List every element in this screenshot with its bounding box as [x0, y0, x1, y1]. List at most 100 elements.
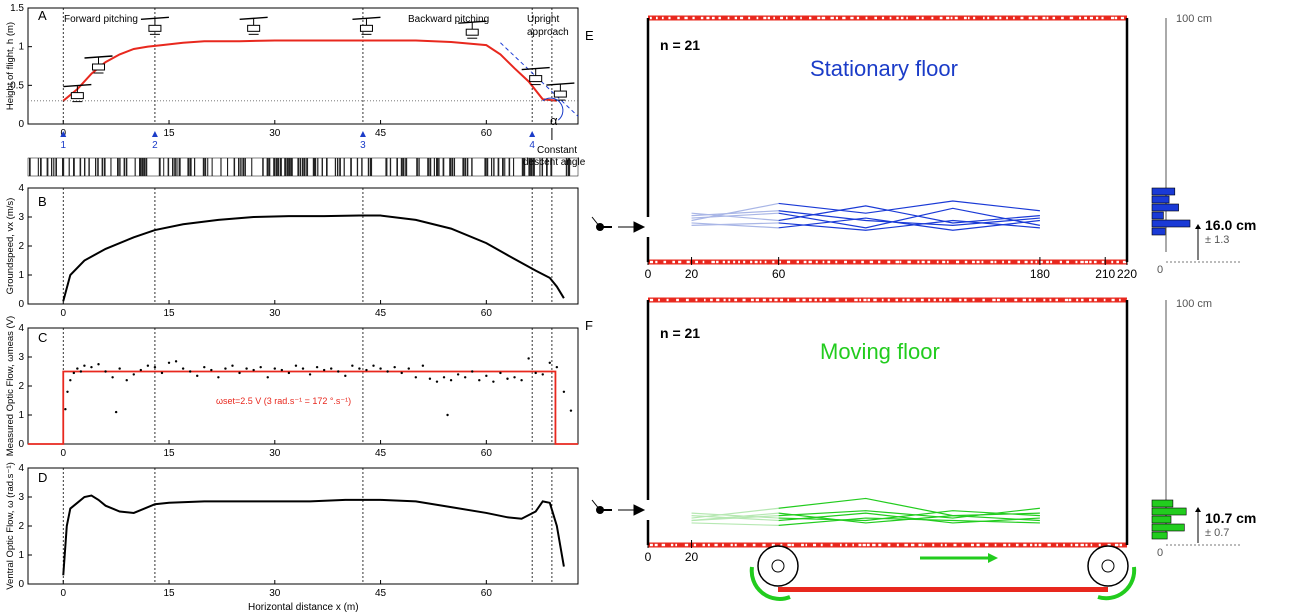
pattern-gap [1089, 16, 1094, 20]
barcode-stripe [315, 158, 317, 176]
pattern-gap [942, 260, 946, 264]
axes-frame [27, 467, 579, 585]
barcode-stripe [139, 158, 142, 176]
data-point [188, 370, 192, 373]
pattern-gap [756, 16, 759, 20]
barcode-stripe [532, 158, 535, 176]
pattern-gap [910, 543, 915, 547]
barcode-stripe [568, 158, 571, 176]
data-point [217, 376, 220, 379]
pattern-gap [808, 298, 812, 302]
x-tick-label: 30 [269, 448, 281, 459]
y-tick-label: 1 [18, 410, 24, 421]
helicopter-icon [546, 82, 575, 101]
pattern-gap [933, 298, 936, 302]
pattern-gap [1008, 260, 1011, 264]
trajectory-faded [691, 515, 779, 522]
tunnel-panel-e: 0 20 60 180 210 220 [591, 15, 1240, 281]
data-point [506, 377, 509, 380]
barcode-stripe [172, 158, 174, 176]
pattern-gap [780, 543, 783, 547]
y-axis-label: Groundspeed, vx (m/s) [5, 198, 16, 295]
pattern-gap [1017, 260, 1021, 264]
barcode-stripe [343, 158, 345, 176]
x-tick-label: 60 [772, 267, 786, 281]
pattern-gap [692, 16, 695, 20]
pattern-gap [939, 298, 942, 302]
data-point [446, 413, 449, 417]
pattern-gap [723, 298, 726, 302]
descent-line [500, 42, 579, 117]
data-point [210, 368, 213, 372]
pattern-gap [830, 543, 833, 547]
pattern-gap [815, 260, 818, 264]
pattern-gap [961, 543, 964, 547]
barcode-stripe [502, 158, 504, 176]
rotation-arrow-right [1097, 566, 1137, 601]
pattern-gap [714, 543, 718, 547]
barcode-stripe [306, 158, 309, 176]
barcode-stripe [493, 158, 495, 176]
barcode-stripe [244, 158, 246, 176]
pattern-gap [1103, 298, 1106, 302]
barcode-stripe [361, 158, 363, 176]
trajectory [778, 219, 1040, 231]
pattern-gap [702, 260, 705, 264]
trajectory-faded [691, 222, 779, 229]
pattern-gap [774, 298, 778, 302]
pattern-gap [1046, 260, 1049, 264]
helicopter-icon [63, 83, 92, 103]
pattern-gap [1122, 260, 1127, 264]
pattern-gap [1028, 298, 1032, 302]
pattern-gap [743, 543, 747, 547]
y-tick-label: 0 [18, 439, 24, 450]
pattern-gap [750, 298, 754, 302]
data-point [337, 370, 340, 373]
pattern-gap [1040, 260, 1043, 264]
pattern-gap [1111, 298, 1115, 302]
data-point [287, 371, 291, 375]
histogram-bar [1151, 211, 1164, 220]
barcode-stripe [462, 158, 465, 176]
barcode-stripe [40, 158, 42, 176]
pattern-gap [1013, 16, 1015, 20]
pattern-gap [939, 16, 943, 20]
barcode-stripe [299, 158, 302, 176]
histogram-bar [1151, 523, 1185, 532]
sensor-icon-ray [591, 499, 601, 511]
pattern-gap [734, 16, 738, 20]
x-tick-label: 220 [1117, 267, 1137, 281]
pattern-gap [772, 260, 775, 264]
x-tick-label: 60 [481, 448, 493, 459]
pattern-gap [852, 543, 854, 547]
pattern-gap [654, 543, 658, 547]
pattern-gap [814, 298, 817, 302]
pattern-strip [648, 542, 1127, 548]
pattern-gap [1064, 298, 1069, 302]
barcode-stripe [277, 158, 280, 176]
pattern-gap [835, 298, 839, 302]
pattern-gap [676, 298, 679, 302]
y-tick-label: 3 [18, 352, 24, 363]
pattern-gap [1052, 16, 1056, 20]
data-line [62, 494, 565, 576]
pattern-gap [787, 298, 790, 302]
pattern-gap [685, 298, 689, 302]
height-curve [62, 39, 557, 102]
barcode-stripe [312, 158, 315, 176]
pattern-gap [1038, 543, 1042, 547]
pattern-gap [1115, 16, 1118, 20]
x-tick-label: 0 [60, 308, 66, 319]
pattern-gap [981, 260, 984, 264]
data-point [435, 380, 439, 383]
data-point [471, 370, 474, 373]
barcode-stripe [279, 158, 282, 176]
barcode-stripe [400, 158, 403, 176]
pattern-gap [1042, 16, 1046, 20]
pattern-gap [803, 260, 807, 264]
barcode-stripe [167, 158, 170, 176]
pattern-gap [801, 543, 804, 547]
barcode-stripe [301, 158, 304, 176]
pattern-gap [983, 16, 985, 20]
pattern-gap [862, 543, 866, 547]
